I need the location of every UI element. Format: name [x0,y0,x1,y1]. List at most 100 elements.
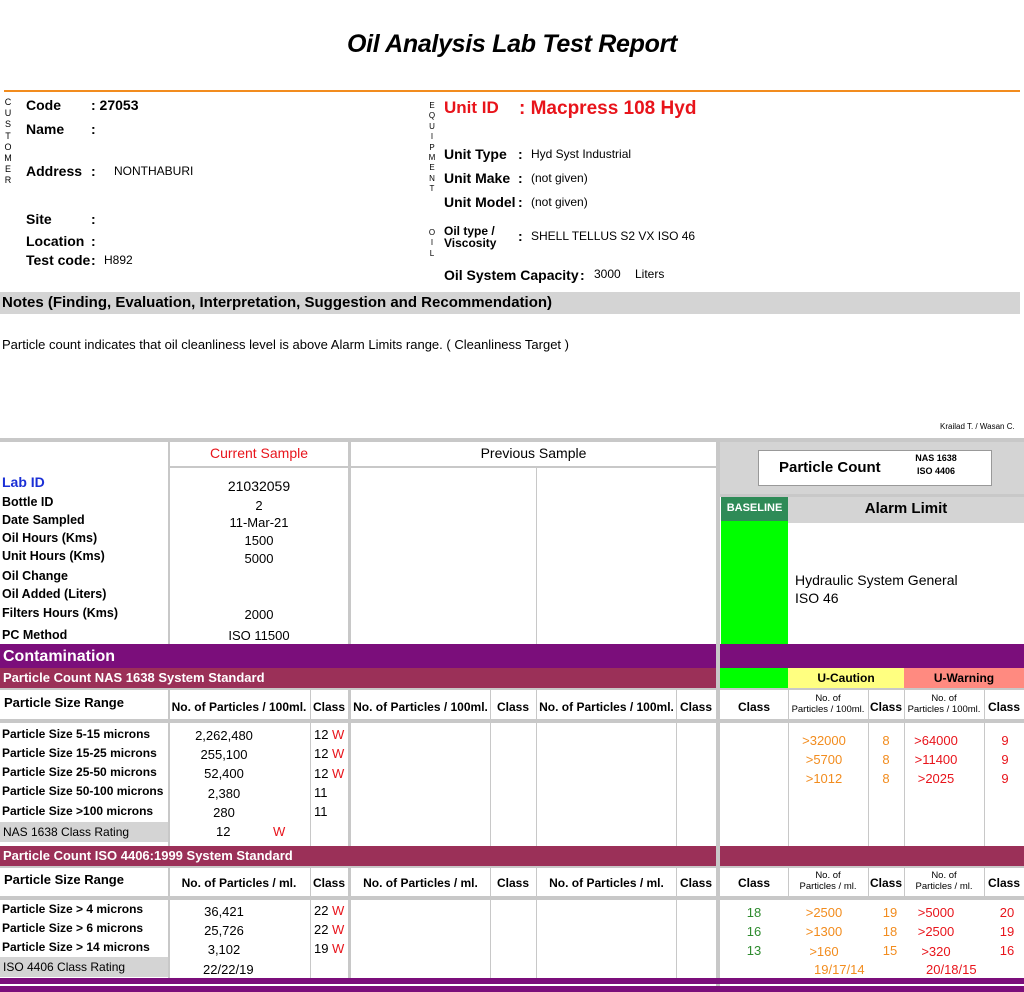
testcode-colon: : [91,252,96,268]
iso-warning-class: 19 [999,924,1015,939]
nas-size-label: Particle Size 15-25 microns [2,746,157,760]
col-sep [168,868,170,978]
footer-bar [0,978,1024,984]
site-colon: : [91,211,96,227]
lab-id-value: 21032059 [227,478,291,494]
site-label: Site [26,211,52,227]
nas-class-header: Class [312,700,346,714]
iso-rating-cell [0,957,168,977]
lab-id-label: Lab ID [2,474,45,490]
col-sep [536,868,537,978]
iso-warning-count: >320 [921,944,951,959]
col-sep [984,690,985,846]
nas-warning-count-header: No. of Particles / 100ml. [907,693,981,715]
report-title: Oil Analysis Lab Test Report [346,30,678,58]
col-sep [984,868,985,900]
iso-caution-class: 19 [882,905,898,920]
pc-method-value: ISO 11500 [228,628,290,643]
pc-method-label: PC Method [2,628,68,642]
iso-baseline-class: 13 [746,943,762,958]
system-type: Hydraulic System General ISO 46 [795,572,958,606]
nas-prev2-count-header: No. of Particles / 100ml. [539,700,674,714]
oil-change-label: Oil Change [2,569,68,583]
baseline-fill [721,521,788,644]
nas-flag: W [332,727,345,742]
u-caution-header: U-Caution [788,668,904,688]
nas-size-label: Particle Size 50-100 microns [2,784,164,798]
nas-class: 11 [314,785,328,800]
nas-warning-count: >64000 [914,733,958,748]
nas-warning-class: 9 [1001,733,1009,748]
panel-sep [720,494,1024,497]
col-sep [348,442,351,644]
unit-model-value: (not given) [531,195,588,209]
nas-baseline-class-header: Class [737,700,771,714]
date-sampled-value: 11-Mar-21 [229,515,289,530]
iso-bar-right [720,846,1024,866]
nas-caution-class: 8 [882,752,890,767]
col-sep [310,690,311,846]
iso-caution-count-header: No. of Particles / ml. [799,870,857,892]
row-sep [0,866,1024,868]
oil-capacity-colon: : [580,267,585,283]
nas-warning-class: 9 [1001,771,1009,786]
header-underline [168,466,716,468]
unit-hours-value: 5000 [244,551,274,566]
col-sep [868,868,869,900]
alarm-limit-header: Alarm Limit [788,497,1024,523]
oil-hours-value: 1500 [244,533,274,548]
iso-count-header: No. of Particles / ml. [181,876,297,890]
nas-caution-count-header: No. of Particles / 100ml. [791,693,865,715]
nas-warning-class: 9 [1001,752,1009,767]
iso-baseline-class: 18 [746,905,762,920]
iso-caution-count: >2500 [805,905,843,920]
address-value: NONTHABURI [114,164,194,178]
location-label: Location [26,233,85,249]
unit-make-colon: : [518,170,523,186]
nas-size-label: Particle Size 5-15 microns [2,727,151,741]
baseline-label: BASELINE [721,497,788,521]
iso-count: 25,726 [204,923,244,938]
nas-class: 12 [314,727,329,742]
iso-caution-count: >1300 [805,924,843,939]
nas-caution-count: >32000 [802,733,846,748]
code-value: : 27053 [91,97,139,113]
iso-warning-class-header: Class [987,876,1021,890]
iso-range-header: Particle Size Range [4,872,124,887]
testcode-label: Test code [26,252,91,268]
iso-size-label: Particle Size > 4 microns [2,902,144,916]
nas-rating-flag: W [273,824,286,839]
nas-flag: W [332,746,345,761]
unit-type-value: Hyd Syst Industrial [531,147,632,161]
nas-prev1-class-header: Class [496,700,530,714]
col-sep [348,868,351,978]
nas-count: 280 [213,805,235,820]
col-sep [536,690,537,846]
oil-capacity-value: 3000 [594,267,621,281]
nas-count: 2,380 [207,786,241,801]
row-sep [0,688,1024,690]
nas-class: 12 [314,746,329,761]
col-sep [716,442,720,992]
nas-baseline-cell [720,668,788,688]
iso-caution-class-header: Class [869,876,903,890]
unit-id-value: : Macpress 108 Hyd [519,98,697,119]
nas-count-header: No. of Particles / 100ml. [171,700,307,714]
col-sep [868,690,869,846]
address-label: Address [26,163,83,179]
table-top-border [0,438,1024,442]
name-label: Name [26,121,65,137]
nas-rating-cell [0,822,168,842]
iso-warning-count: >5000 [917,905,955,920]
nas-warning-class-header: Class [987,700,1021,714]
iso-caution-class: 18 [882,924,898,939]
oil-added-label: Oil Added (Liters) [2,587,107,601]
oil-hours-label: Oil Hours (Kms) [2,531,98,545]
unit-make-label: Unit Make [444,170,511,186]
iso-warning-count-header: No. of Particles / ml. [915,870,973,892]
date-sampled-label: Date Sampled [2,513,85,527]
iso-rating-value: 22/22/19 [203,962,254,977]
